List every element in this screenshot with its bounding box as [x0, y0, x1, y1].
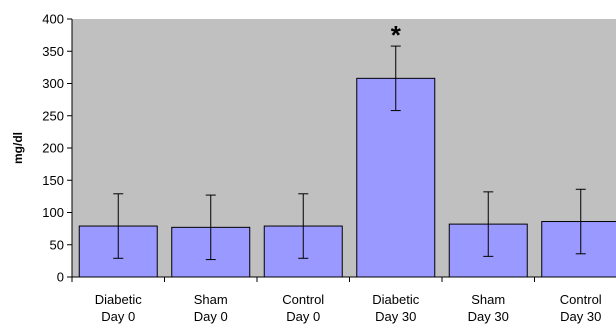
y-tick-label: 50	[50, 237, 64, 252]
error-bar	[298, 193, 309, 259]
y-tick-label: 250	[42, 108, 64, 123]
x-tick-label: Sham Day 0	[194, 292, 228, 324]
error-bar	[113, 193, 124, 259]
x-tick-label: Sham Day 30	[468, 292, 509, 324]
y-tick-label: 0	[57, 270, 64, 285]
error-bar	[205, 194, 216, 261]
x-axis-ticks: Diabetic Day 0 Sham Day 0 Control Day 0 Diabet…	[71, 277, 602, 324]
error-bar	[483, 191, 494, 257]
x-tick-label: Control Day 0	[282, 292, 324, 324]
significance-marker: *	[391, 20, 402, 50]
annotations: *	[391, 20, 402, 50]
y-tick-label: 100	[42, 205, 64, 220]
y-axis-ticks: 0 50 100 150 200 250 300 350 400	[42, 12, 72, 285]
y-tick-label: 200	[42, 141, 64, 156]
y-tick-label: 350	[42, 44, 64, 59]
y-tick-label: 400	[42, 12, 64, 27]
y-tick-label: 300	[42, 76, 64, 91]
y-tick-label: 150	[42, 173, 64, 188]
x-tick-label: Diabetic Day 30	[372, 292, 419, 324]
x-tick-label: Control Day 30	[560, 292, 602, 324]
error-bars	[113, 45, 586, 261]
error-bar	[575, 188, 586, 255]
y-axis-label: mg/dl	[11, 132, 25, 164]
error-bar	[390, 45, 401, 112]
bar	[541, 221, 616, 278]
x-tick-label: Diabetic Day 0	[95, 292, 142, 324]
